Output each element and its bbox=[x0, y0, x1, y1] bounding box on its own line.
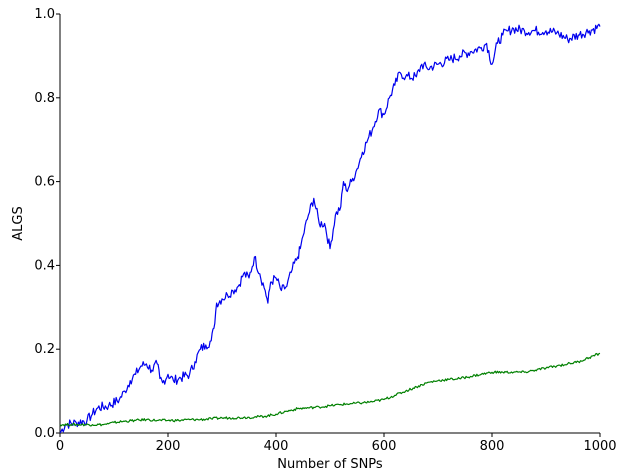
series-line bbox=[59, 23, 601, 434]
ticks: 0 200 400 600 800 1000 0.0 0.2 0.4 0.6 0.8 1.0 bbox=[34, 7, 616, 454]
x-tick-label: 0 bbox=[56, 439, 64, 454]
x-axis-label: Number of SNPs bbox=[277, 457, 383, 472]
y-axis-label: ALGS bbox=[11, 206, 26, 240]
x-tick-label: 600 bbox=[372, 439, 397, 454]
x-tick-label: 200 bbox=[156, 439, 181, 454]
y-tick-label: 0.2 bbox=[34, 342, 55, 357]
y-tick-label: 0.8 bbox=[34, 91, 55, 106]
y-tick-label: 1.0 bbox=[34, 7, 55, 22]
y-tick-label: 0.0 bbox=[34, 426, 55, 441]
x-tick-label: 800 bbox=[480, 439, 505, 454]
axes bbox=[59, 14, 600, 434]
series-layer bbox=[59, 23, 601, 434]
x-tick-label: 1000 bbox=[583, 439, 616, 454]
y-tick-label: 0.4 bbox=[34, 258, 55, 273]
series-line bbox=[59, 352, 601, 427]
y-tick-label: 0.6 bbox=[34, 175, 55, 190]
x-tick-label: 400 bbox=[264, 439, 289, 454]
